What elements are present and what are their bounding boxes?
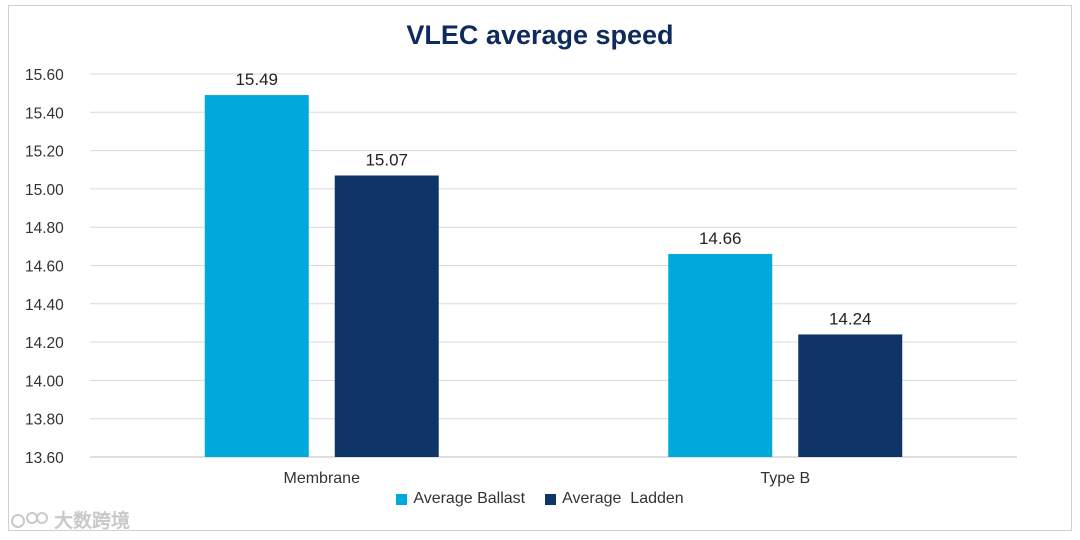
- x-category-label: Type B: [760, 470, 810, 487]
- y-tick-label: 15.20: [25, 144, 64, 161]
- data-label: 14.24: [829, 309, 872, 328]
- bar-membrane-1: [334, 175, 439, 457]
- bar-type-b-1: [798, 334, 903, 457]
- y-tick-label: 14.60: [25, 259, 64, 276]
- chart-title: VLEC average speed: [406, 20, 674, 50]
- watermark-text: 大数跨境: [54, 511, 131, 532]
- legend-swatch-ladden: [545, 493, 557, 505]
- bar-type-b-0: [668, 254, 773, 457]
- watermark: 大数跨境: [10, 506, 130, 533]
- logo-icon: [11, 511, 48, 528]
- y-tick-label: 14.00: [25, 373, 64, 390]
- x-category-label: Membrane: [284, 470, 361, 487]
- y-tick-label: 14.20: [25, 335, 64, 352]
- y-tick-label: 15.60: [25, 67, 64, 84]
- y-tick-label: 14.80: [25, 220, 64, 237]
- y-tick-label: 15.40: [25, 105, 64, 122]
- legend: Average Ballast Average Ladden: [0, 490, 1080, 508]
- y-tick-label: 14.40: [25, 297, 64, 314]
- y-tick-label: 13.80: [25, 412, 64, 429]
- data-label: 14.66: [699, 229, 742, 248]
- bar-membrane-0: [204, 95, 309, 457]
- chart-frame: [8, 5, 1072, 531]
- data-label: 15.07: [365, 150, 408, 169]
- legend-item-ladden: Average Ladden: [545, 490, 684, 508]
- legend-item-ballast: Average Ballast: [396, 490, 525, 508]
- data-label: 15.49: [235, 70, 278, 89]
- legend-label-ballast: Average Ballast: [413, 490, 526, 507]
- legend-label-ladden: Average Ladden: [562, 490, 684, 507]
- legend-swatch-ballast: [396, 493, 408, 505]
- y-tick-label: 15.00: [25, 182, 64, 199]
- y-tick-label: 13.60: [25, 450, 64, 467]
